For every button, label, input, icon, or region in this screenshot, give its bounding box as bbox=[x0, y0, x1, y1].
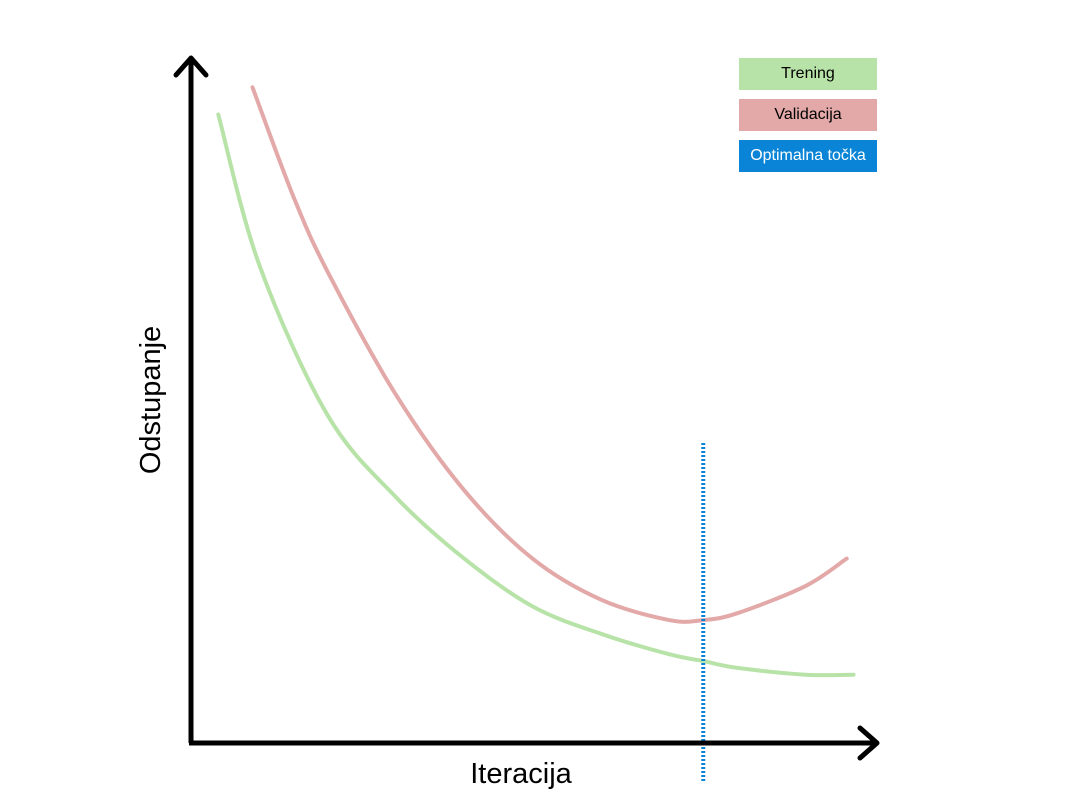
y-axis-title: Odstupanje bbox=[135, 326, 167, 474]
legend-item-trening: Trening bbox=[739, 58, 877, 90]
x-axis-arrowhead bbox=[857, 725, 880, 761]
series-line-trening bbox=[216, 112, 856, 678]
series-line-validacija bbox=[250, 85, 849, 624]
x-axis-title: Iteracija bbox=[470, 758, 572, 790]
curves-layer bbox=[216, 85, 856, 678]
legend-item-validacija: Validacija bbox=[739, 99, 877, 131]
y-axis-arrowhead bbox=[173, 55, 209, 78]
legend-item-optimalna-tocka: Optimalna točka bbox=[739, 140, 877, 172]
